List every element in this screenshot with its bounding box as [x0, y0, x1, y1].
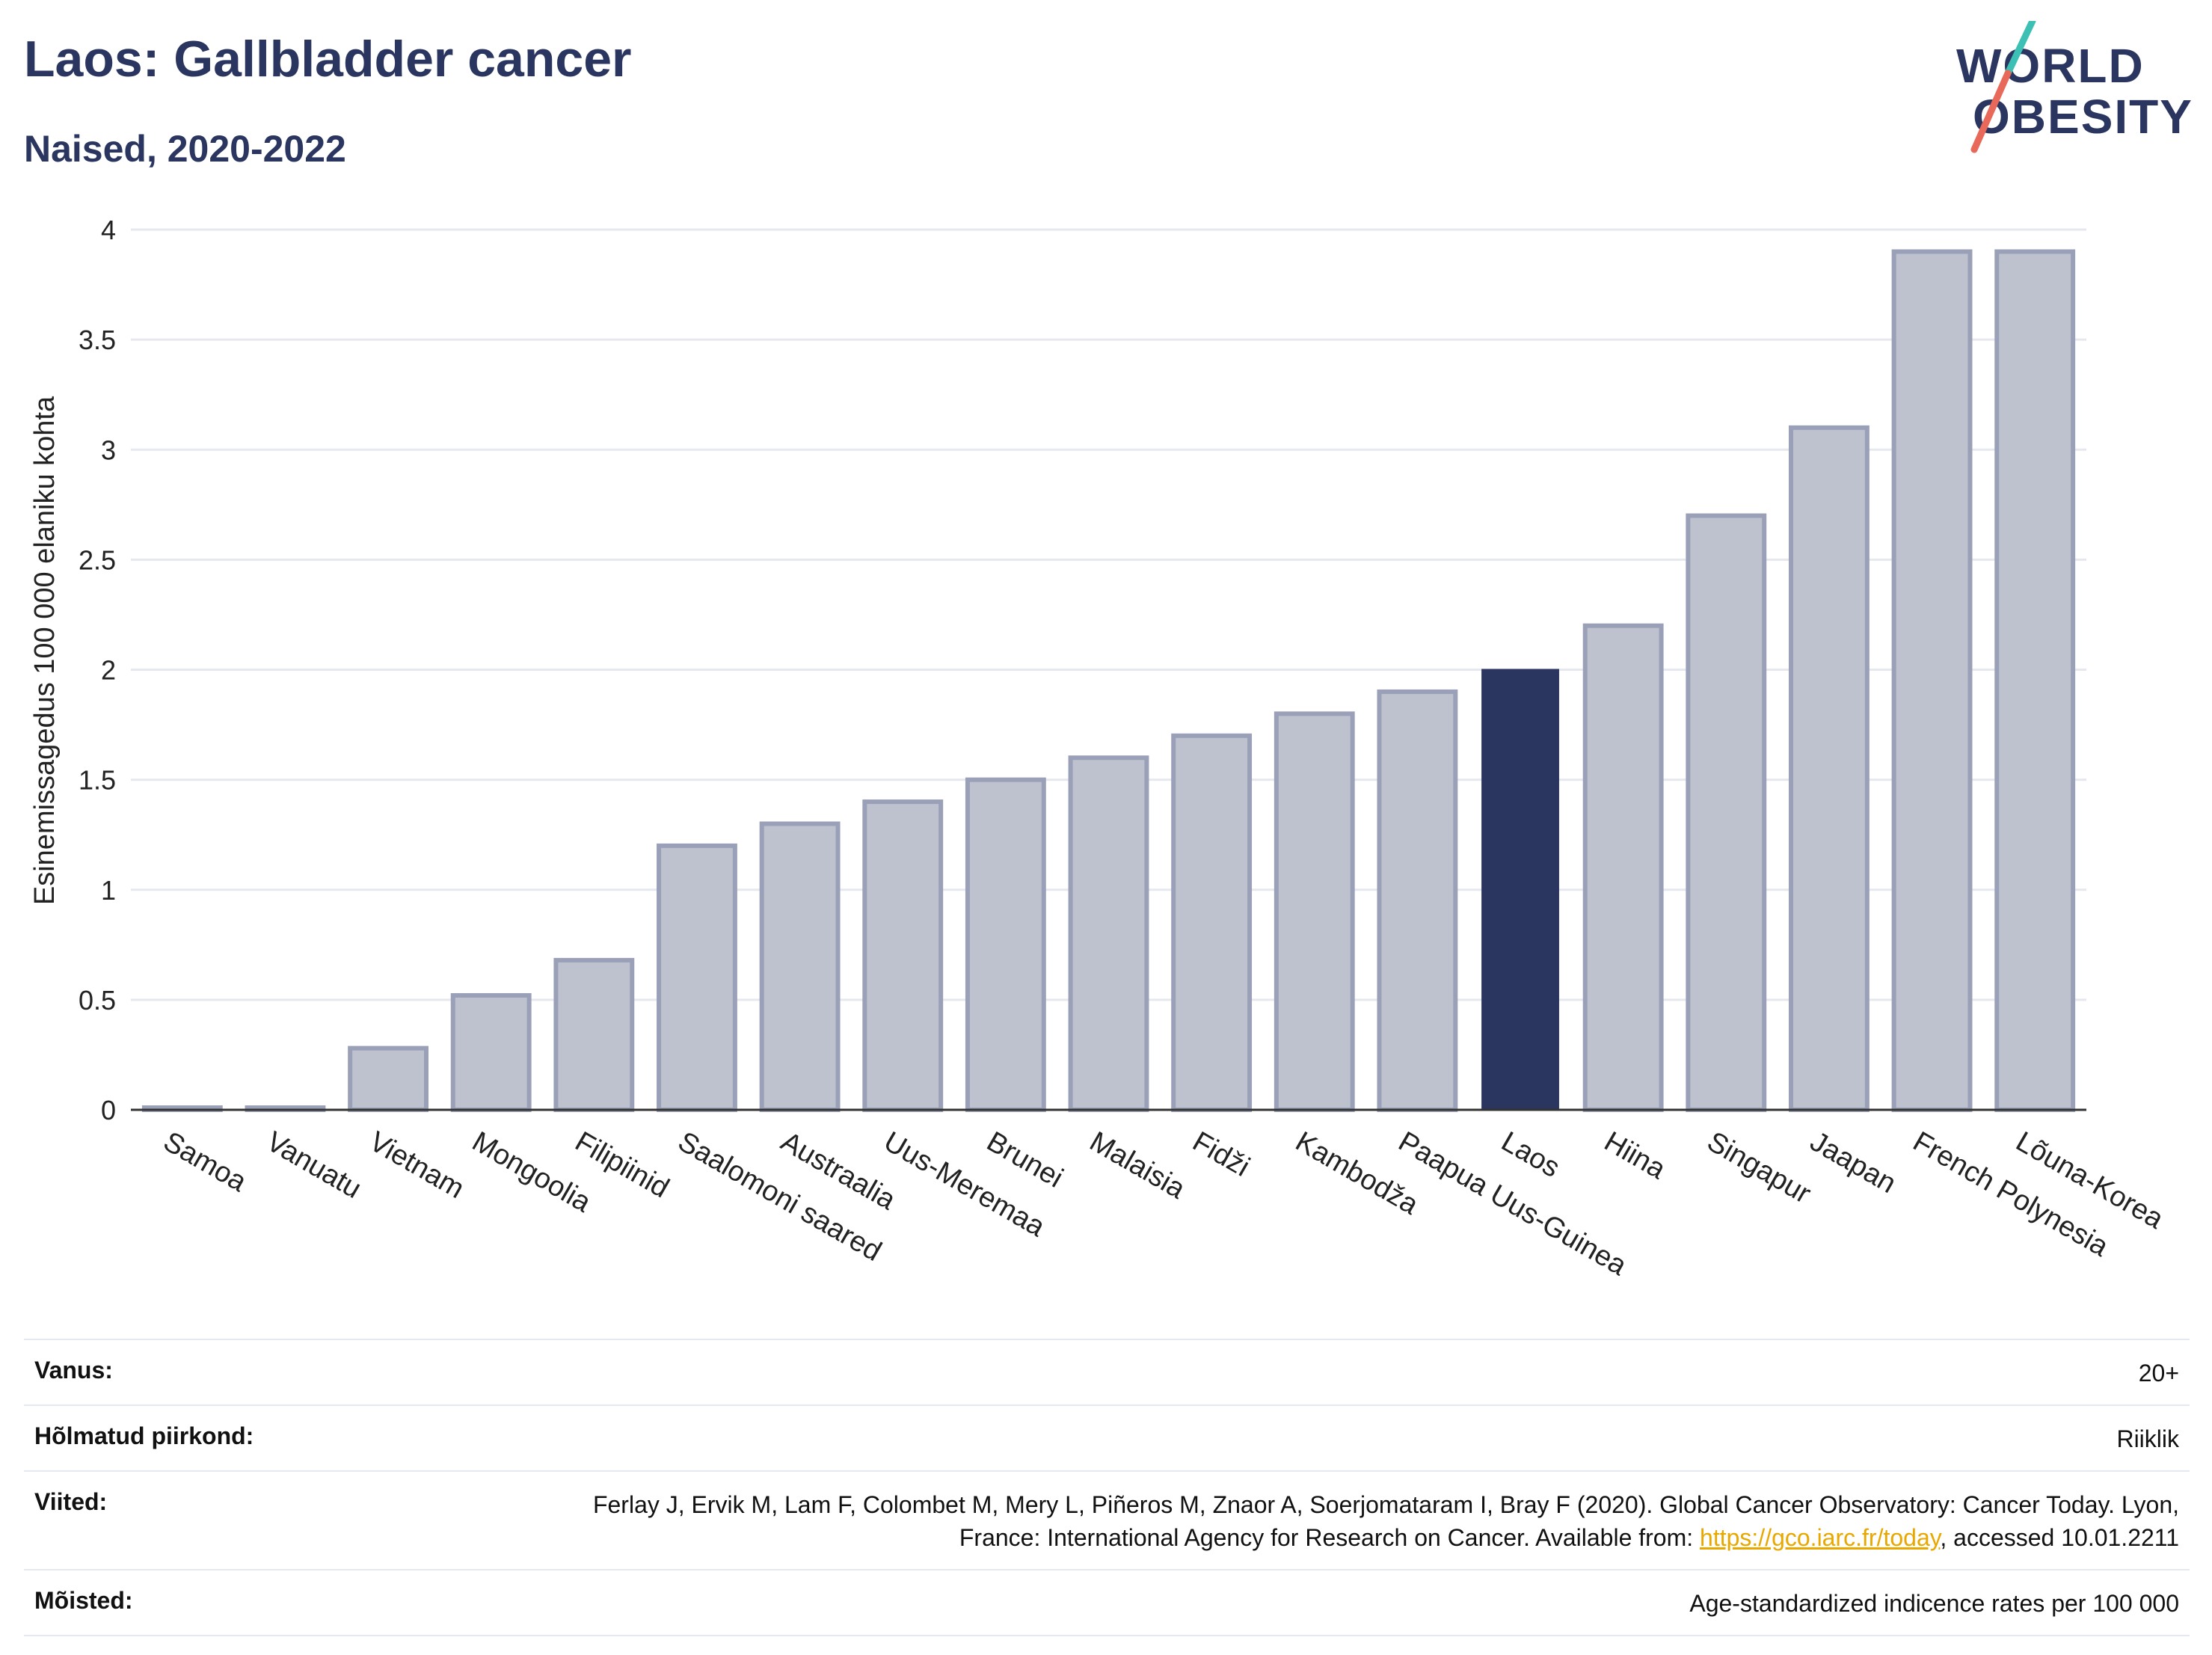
references-link[interactable]: https://gco.iarc.fr/today: [1700, 1524, 1941, 1551]
info-table: Vanus: 20+ Hõlmatud piirkond: Riiklik Vi…: [24, 1339, 2190, 1636]
definitions-value: Age-standardized indicence rates per 100…: [1689, 1590, 2179, 1617]
bars: [141, 249, 2076, 1113]
x-tick-label: Malaisia: [1084, 1126, 1191, 1205]
x-axis-ticks: Samoa VanuatuVietnamMongooliaFilipiinidSa…: [158, 1126, 2169, 1282]
x-tick-label: Singapur: [1702, 1126, 1816, 1210]
bar-french-polynesia: [1891, 249, 1973, 1112]
logo-line-2: OBESITY: [1973, 90, 2193, 144]
bar-brunei: [965, 777, 1046, 1112]
bar-vietnam: [348, 1045, 429, 1112]
logo-line-1: WORLD: [1956, 39, 2145, 93]
references-label: Viited:: [34, 1488, 108, 1515]
bar-chart: 0 0.5 1 1.5 2 2.5 3 3.5 4 Samoa VanuatuVietnamMon…: [29, 215, 2169, 1282]
age-label: Vanus:: [34, 1357, 113, 1384]
bar-l-una-korea: [1994, 249, 2076, 1112]
x-tick-label: Jaapan: [1804, 1126, 1901, 1200]
x-tick-label: Samoa: [158, 1126, 252, 1198]
x-tick-label: Hiina: [1599, 1126, 1671, 1185]
x-tick-label: Laos: [1496, 1126, 1565, 1184]
bar-filipiinid: [553, 957, 635, 1113]
x-tick-label: Fidži: [1188, 1126, 1255, 1182]
logo-slash-teal: [2004, 21, 2036, 77]
x-tick-label: Vietnam: [364, 1126, 470, 1205]
y-tick-label: 0.5: [79, 985, 116, 1016]
bar-jaapan: [1788, 425, 1870, 1112]
bar-paapua-uus-guinea: [1377, 689, 1458, 1112]
chart-subtitle: Naised, 2020-2022: [24, 128, 346, 170]
references-accessed: , accessed 10.01.2211: [1940, 1524, 2179, 1551]
y-tick-label: 2.5: [79, 544, 116, 575]
references-value: Ferlay J, Ervik M, Lam F, Colombet M, Me…: [571, 1488, 2179, 1554]
y-axis-label: Esinemissagedus 100 000 elaniku kohta: [29, 396, 61, 905]
info-row-definitions: Mõisted: Age-standardized indicence rate…: [24, 1569, 2190, 1636]
bar-austraalia: [759, 821, 841, 1112]
coverage-label: Hõlmatud piirkond:: [34, 1422, 254, 1449]
y-tick-label: 0: [101, 1095, 116, 1126]
info-row-coverage: Hõlmatud piirkond: Riiklik: [24, 1404, 2190, 1470]
bar-fid-i: [1171, 733, 1253, 1113]
references-text: Ferlay J, Ervik M, Lam F, Colombet M, Me…: [592, 1491, 2179, 1551]
y-tick-label: 4: [101, 215, 116, 245]
age-value: 20+: [2138, 1360, 2179, 1387]
y-tick-label: 1: [101, 875, 116, 906]
bar-saalomoni-saared: [657, 843, 737, 1113]
bar-laos: [1481, 669, 1559, 1111]
definitions-label: Mõisted:: [34, 1587, 133, 1614]
chart-title: Laos: Gallbladder cancer: [24, 31, 632, 87]
y-tick-label: 1.5: [79, 765, 116, 796]
bar-uus-meremaa: [862, 799, 944, 1113]
y-tick-label: 3: [101, 435, 116, 465]
bar-singapur: [1686, 513, 1767, 1112]
info-row-age: Vanus: 20+: [24, 1339, 2190, 1404]
bar-hiina: [1582, 623, 1664, 1112]
y-tick-label: 3.5: [79, 325, 116, 355]
bar-kambod-a: [1274, 711, 1355, 1112]
coverage-value: Riiklik: [2116, 1425, 2179, 1452]
bar-malaisia: [1068, 755, 1149, 1112]
info-row-references: Viited: Ferlay J, Ervik M, Lam F, Colomb…: [24, 1470, 2190, 1569]
world-obesity-logo: WORLD OBESITY: [1956, 21, 2193, 153]
y-axis-ticks: 0 0.5 1 1.5 2 2.5 3 3.5 4: [79, 215, 116, 1126]
logo-slash-coral: [1970, 70, 2012, 153]
x-tick-label: Vanuatu: [261, 1126, 366, 1205]
y-tick-label: 2: [101, 655, 116, 686]
bar-mongoolia: [450, 992, 532, 1112]
